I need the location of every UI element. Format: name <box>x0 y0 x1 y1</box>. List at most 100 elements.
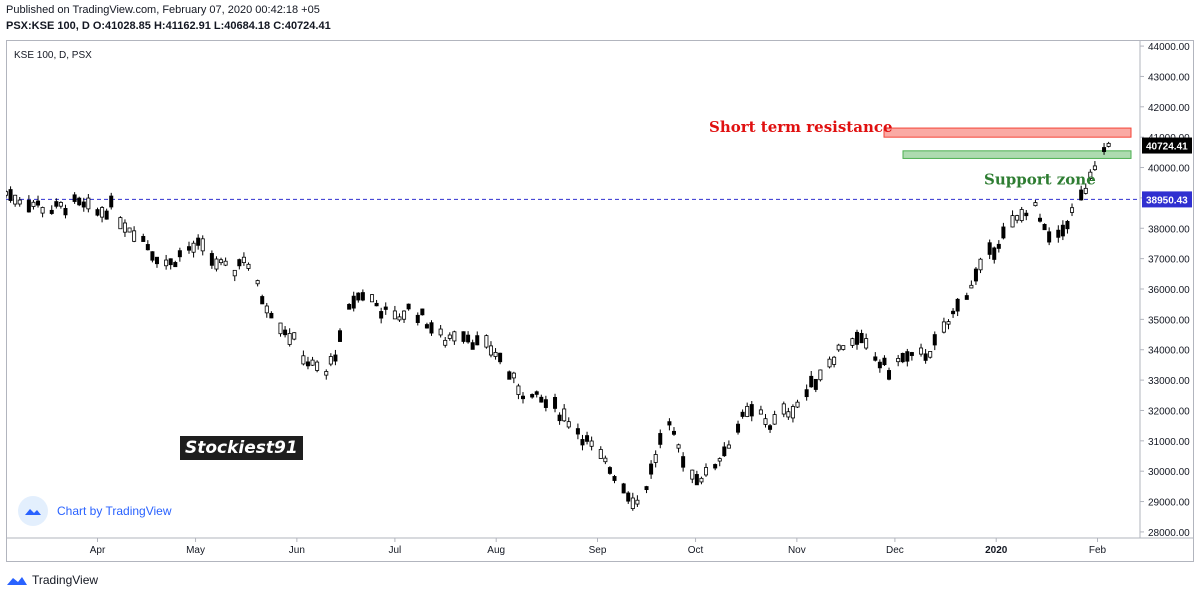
candle-body <box>118 217 123 230</box>
y-tick-label: 33000.00 <box>1148 376 1190 387</box>
candle-body <box>951 310 956 315</box>
y-tick-label: 40000.00 <box>1148 164 1190 175</box>
chart-frame <box>6 40 1194 562</box>
candle-body <box>987 242 992 255</box>
candle-body <box>580 439 585 446</box>
candle-body <box>328 356 333 365</box>
candle-body <box>351 295 356 309</box>
candle-body <box>516 385 521 395</box>
candle-body <box>168 258 173 266</box>
candle-body <box>337 330 342 342</box>
candle-body <box>63 208 68 216</box>
tradingview-cloud-icon <box>18 496 48 526</box>
candle-body <box>790 406 795 419</box>
candle-body <box>200 238 205 252</box>
candle-body <box>214 258 219 270</box>
candle-body <box>150 251 155 261</box>
candle-body <box>539 396 544 403</box>
last-price-label: 40724.41 <box>1146 142 1188 153</box>
candle-body <box>896 357 901 363</box>
candle-body <box>1060 224 1065 237</box>
candle-body <box>177 250 182 258</box>
footer-brand[interactable]: TradingView <box>6 570 98 590</box>
candle-body <box>795 401 800 408</box>
candle-body <box>420 308 425 316</box>
candle-body <box>145 244 150 251</box>
candle-body <box>8 189 13 201</box>
candle-body <box>438 328 443 336</box>
x-tick-label: 2020 <box>985 545 1008 556</box>
candle-body <box>699 477 704 483</box>
candle-body <box>1037 217 1042 222</box>
candle-body <box>278 322 283 335</box>
candle-body <box>72 194 77 202</box>
candle-body <box>530 394 535 398</box>
y-tick-label: 42000.00 <box>1148 103 1190 114</box>
candle-body <box>310 359 315 366</box>
candle-body <box>1070 207 1075 213</box>
candle-body <box>713 464 718 469</box>
candle-body <box>585 435 590 442</box>
candle-body <box>1102 147 1107 152</box>
candle-body <box>452 331 457 342</box>
candle-body <box>49 209 54 214</box>
resistance-zone[interactable] <box>883 127 1132 138</box>
candle-body <box>237 259 242 267</box>
candle-body <box>6 191 9 196</box>
candle-body <box>603 457 608 463</box>
candle-body <box>246 263 251 269</box>
candle-body <box>768 425 773 430</box>
price-chart[interactable]: 28000.00 29000.00 30000.00 31000.00 32000.00… <box>6 40 1194 562</box>
candle-body <box>173 262 178 268</box>
y-tick-label: 28000.00 <box>1148 528 1190 539</box>
x-tick-label: Dec <box>886 545 904 556</box>
candle-body <box>264 305 269 314</box>
candle-body <box>1106 142 1111 147</box>
candle-body <box>946 321 951 325</box>
candle-body <box>653 454 658 463</box>
dashed-level-label: 38950.43 <box>1146 195 1188 206</box>
candle-body <box>630 497 635 509</box>
candle-body <box>900 352 905 363</box>
candle-body <box>141 235 146 242</box>
chart-by-tradingview-link[interactable]: Chart by TradingView <box>57 504 172 518</box>
support-zone[interactable] <box>902 150 1132 159</box>
x-tick-label: Oct <box>688 545 704 556</box>
candle-body <box>864 338 869 349</box>
published-note: Published on TradingView.com, February 0… <box>6 4 320 16</box>
candle-body <box>978 258 983 271</box>
candle-body <box>909 352 914 356</box>
x-tick-label: Jun <box>289 545 305 556</box>
candle-body <box>109 195 114 208</box>
candle-body <box>461 331 466 342</box>
candle-body <box>887 370 892 380</box>
candle-body <box>607 467 612 474</box>
last-price-badge <box>1142 137 1192 154</box>
candle-body <box>223 260 228 266</box>
candle-body <box>758 409 763 415</box>
y-tick-label: 31000.00 <box>1148 437 1190 448</box>
candle-body <box>511 372 516 379</box>
candle-body <box>877 361 882 369</box>
candle-body <box>836 344 841 351</box>
candle-body <box>374 302 379 307</box>
candle-body <box>827 358 832 368</box>
y-tick-label: 30000.00 <box>1148 467 1190 478</box>
y-tick-label: 38000.00 <box>1148 224 1190 235</box>
candle-body <box>415 314 420 323</box>
x-tick-label: Aug <box>487 545 505 556</box>
candle-body <box>191 242 196 253</box>
candle-body <box>589 440 594 447</box>
candle-body <box>671 430 676 435</box>
candle-body <box>36 200 41 206</box>
candle-body <box>726 444 731 449</box>
candle-body <box>360 292 365 301</box>
candle-body <box>854 331 859 345</box>
candle-body <box>1065 220 1070 230</box>
candle-body <box>164 259 169 267</box>
candle-body <box>575 428 580 435</box>
candle-body <box>498 352 503 363</box>
tradingview-badge[interactable]: Chart by TradingView <box>18 496 172 526</box>
candle-body <box>1056 229 1061 238</box>
candle-body <box>402 310 407 320</box>
